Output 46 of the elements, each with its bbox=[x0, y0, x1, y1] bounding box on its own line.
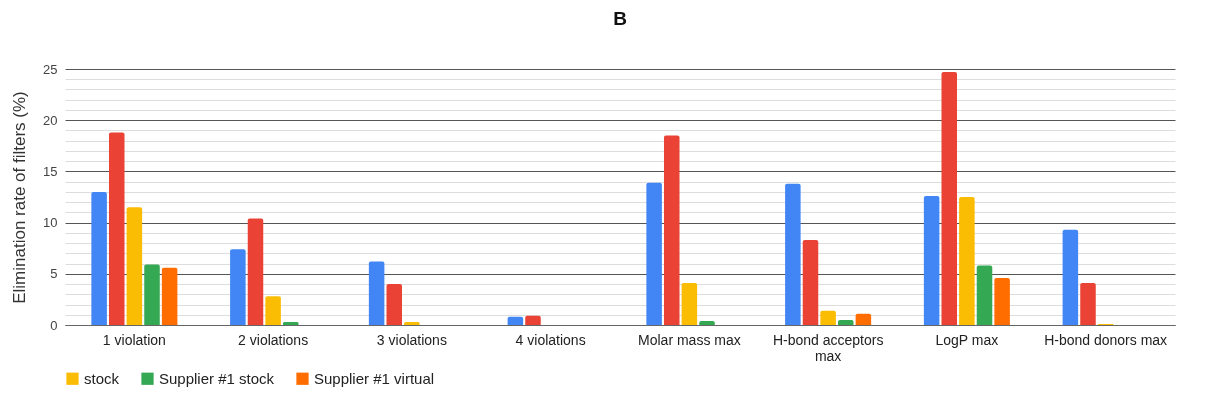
bar bbox=[941, 72, 957, 325]
bar bbox=[1080, 283, 1096, 325]
bar bbox=[855, 313, 872, 325]
x-tick-label: LogP max bbox=[935, 331, 999, 348]
bar bbox=[976, 265, 993, 325]
bar bbox=[108, 132, 125, 325]
bar bbox=[91, 191, 107, 325]
bar bbox=[802, 240, 819, 325]
bar bbox=[1062, 229, 1079, 325]
chart-title: B bbox=[613, 8, 627, 29]
bar bbox=[820, 310, 836, 325]
x-tick-label: 1 violation bbox=[102, 331, 166, 348]
bar bbox=[838, 319, 854, 325]
x-tick-label: 4 violations bbox=[515, 331, 586, 348]
bar bbox=[126, 207, 143, 325]
x-tick-label: H-bond donors max bbox=[1044, 331, 1168, 348]
bar bbox=[161, 267, 178, 325]
bar bbox=[646, 182, 662, 325]
x-tick-label: 3 violations bbox=[376, 331, 447, 348]
y-tick-label: 0 bbox=[50, 317, 58, 333]
y-axis-title: Elimination rate of filters (%) bbox=[10, 91, 30, 304]
x-tick-label: H-bond acceptors max bbox=[772, 331, 884, 364]
y-tick-label: 10 bbox=[43, 215, 58, 231]
bar bbox=[923, 195, 940, 325]
legend-label: Supplier #1 virtual bbox=[314, 369, 435, 387]
legend-label: stock bbox=[84, 369, 120, 387]
y-tick-label: 25 bbox=[43, 61, 58, 77]
y-tick-label: 5 bbox=[50, 266, 58, 282]
y-tick-label: 20 bbox=[43, 112, 58, 128]
bar bbox=[230, 249, 246, 325]
bar bbox=[663, 135, 680, 325]
bar bbox=[265, 296, 281, 325]
bar bbox=[144, 264, 160, 325]
x-tick-label: Molar mass max bbox=[638, 331, 741, 348]
legend-label: Supplier #1 stock bbox=[159, 369, 275, 387]
bar bbox=[368, 261, 385, 325]
bar bbox=[959, 197, 975, 325]
bar bbox=[525, 315, 541, 325]
bar bbox=[681, 283, 698, 325]
x-tick-label: 2 violations bbox=[238, 331, 309, 348]
bar bbox=[507, 316, 524, 325]
bar bbox=[247, 218, 264, 325]
bar bbox=[994, 277, 1010, 325]
y-tick-label: 15 bbox=[43, 163, 58, 179]
bar bbox=[785, 183, 801, 325]
bar bbox=[386, 284, 402, 325]
